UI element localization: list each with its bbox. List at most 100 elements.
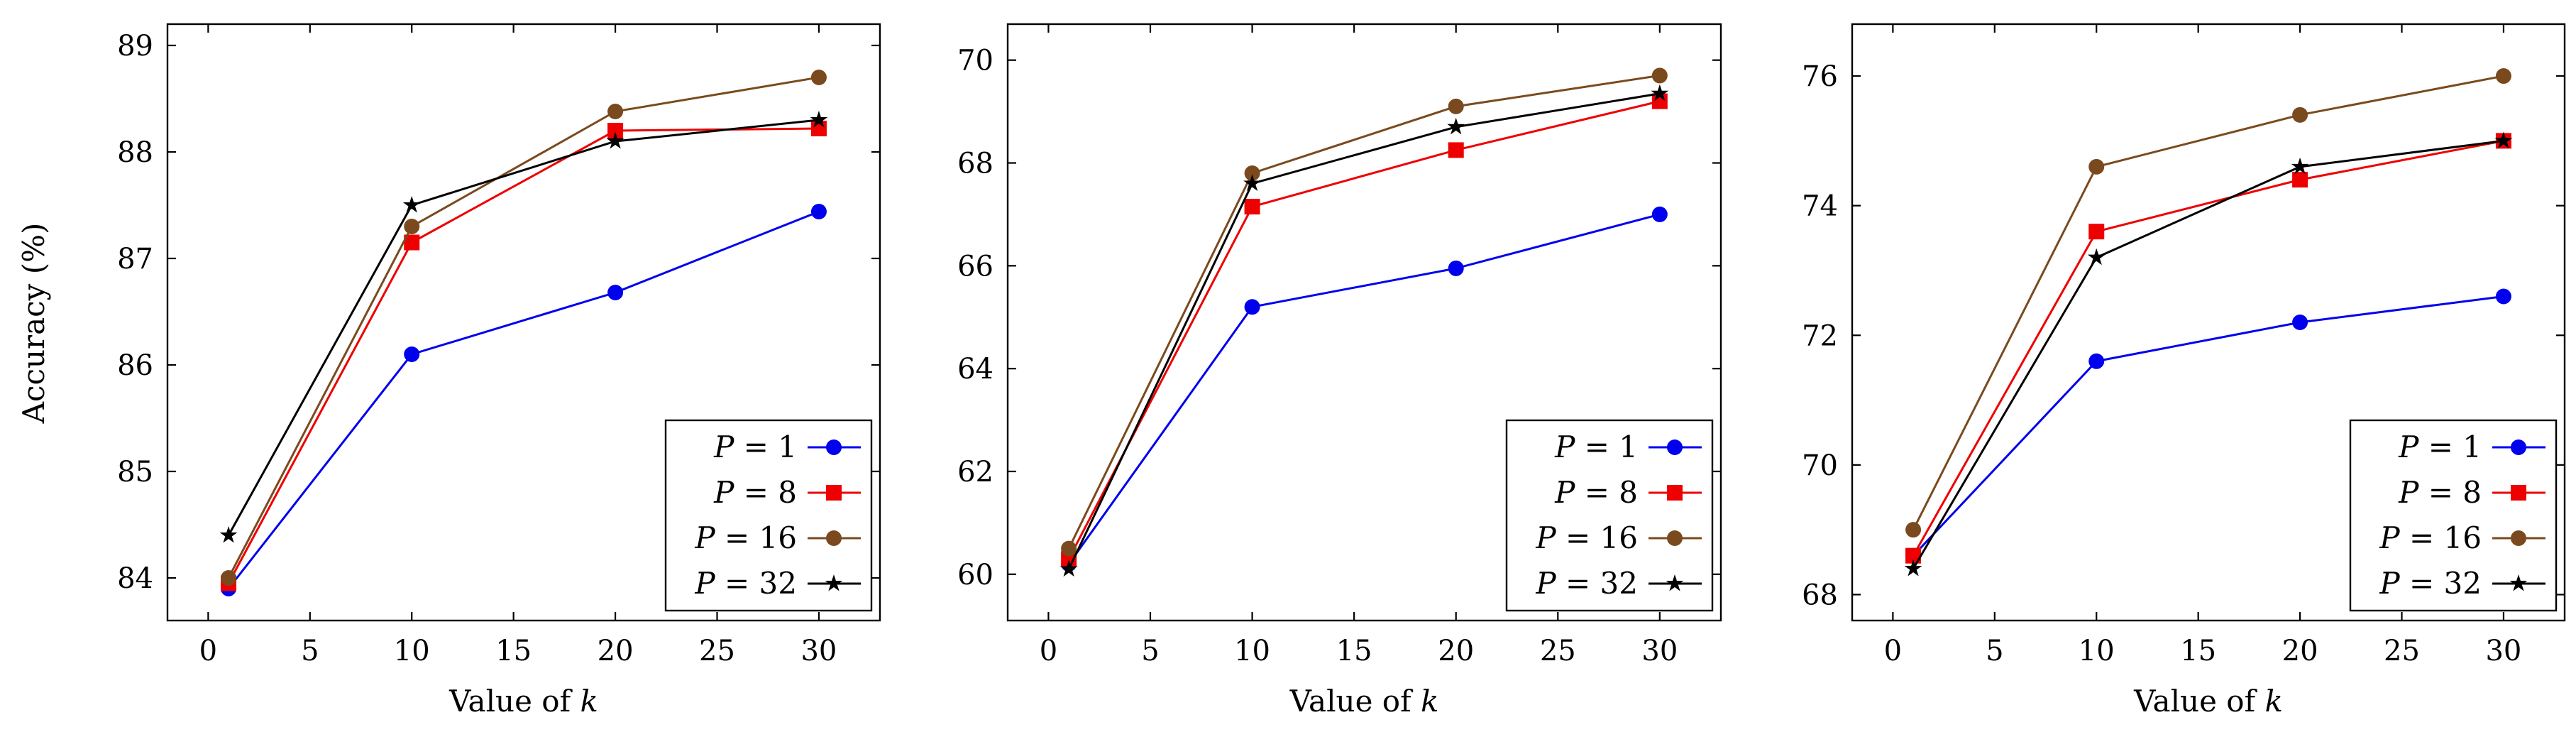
y-tick-label: 76 [1802,60,1838,93]
data-point-p-32 [2087,248,2106,266]
plot-frame [166,23,881,622]
data-point-p-1 [1651,206,1668,222]
data-point-p-16 [221,570,237,586]
data-point-p-32 [402,196,421,213]
data-point-p-1 [2088,353,2105,369]
series-line-p-1 [227,210,820,589]
series-p-32 [1059,84,1669,577]
data-point-p-8 [1905,547,1922,564]
legend-entry: P = 32 [694,566,861,601]
series-p-16 [221,70,827,586]
data-point-p-1 [810,204,827,219]
legend-label: P = 8 [2398,475,2482,510]
y-axis-label: Accuracy (%) [16,223,51,425]
data-point-p-32 [1904,559,1922,577]
legend: P = 1 P = 8 P = 16 P = 32 [664,419,873,612]
x-tick-label: 20 [598,635,634,667]
legend-entry: P = 8 [1554,475,1702,510]
x-tick-label: 5 [1141,635,1159,667]
legend-entry: P = 8 [2398,475,2545,510]
legend-marker [826,439,842,455]
y-tick-label: 74 [1802,190,1838,223]
legend-label: P = 32 [694,566,797,601]
data-point-p-8 [1448,142,1464,158]
legend-marker [1667,439,1683,455]
legend-marker [2511,530,2526,546]
data-point-p-1 [1448,260,1464,276]
y-tick-label: 68 [957,148,993,180]
x-tick-label: 30 [2485,635,2521,667]
data-point-p-32 [810,111,828,128]
data-point-p-16 [2088,158,2105,175]
x-tick-label: 20 [2282,635,2318,667]
legend-marker [1666,574,1684,591]
data-point-p-16 [1244,165,1260,181]
series-line-p-8 [1067,100,1661,559]
legend-label: P = 16 [2379,520,2482,555]
series-line-p-16 [227,76,820,579]
data-point-p-16 [1061,540,1077,557]
y-tick-label: 68 [1802,579,1838,611]
legend-marker [826,485,842,501]
data-point-p-16 [1651,67,1668,84]
x-tick-label: 0 [199,635,217,667]
x-tick-label: 5 [301,635,319,667]
x-tick-label: 25 [1540,635,1576,667]
data-point-p-32 [2291,157,2309,175]
x-axis-label: Value of k [1289,684,1439,719]
y-tick-label: 62 [957,456,993,488]
x-tick-label: 0 [1884,635,1902,667]
x-axis-label: Value of k [2133,684,2283,719]
x-tick-label: 0 [1040,635,1057,667]
data-point-p-32 [1651,84,1669,102]
legend-marker [826,530,842,546]
legend-entry: P = 16 [2379,520,2545,555]
legend-label: P = 8 [1554,475,1638,510]
data-point-p-32 [606,132,624,149]
y-tick-label: 64 [957,353,993,386]
series-line-p-16 [1912,75,2504,530]
plot-frame [1851,23,2566,622]
legend-label: P = 16 [1535,520,1638,555]
series-p-32 [219,111,828,543]
data-point-p-8 [2088,224,2105,240]
x-tick-label: 15 [2180,635,2216,667]
legend: P = 1 P = 8 P = 16 P = 32 [2349,419,2558,612]
data-point-p-32 [219,526,238,543]
data-point-p-8 [1244,199,1260,215]
data-point-p-16 [810,70,827,85]
y-tick-label: 88 [117,136,153,169]
data-point-p-1 [607,285,624,300]
data-point-p-16 [2292,106,2308,123]
legend-entry: P = 32 [2379,566,2545,601]
data-point-p-32 [2494,131,2513,148]
x-tick-label: 15 [495,635,532,667]
y-tick-label: 66 [957,250,993,283]
x-tick-label: 10 [2079,635,2115,667]
y-tick-label: 60 [957,559,993,591]
legend-marker [2511,439,2526,455]
x-tick-label: 15 [1336,635,1372,667]
data-point-p-32 [1059,559,1078,577]
x-axis-label: Value of k [448,684,598,719]
legend-label: P = 8 [713,475,797,510]
data-point-p-32 [1243,174,1261,191]
y-tick-label: 87 [117,243,153,275]
series-p-32 [1904,131,2513,577]
data-point-p-8 [607,123,624,138]
series-line-p-32 [1067,92,1661,570]
legend-entry: P = 16 [1535,520,1702,555]
legend: P = 1 P = 8 P = 16 P = 32 [1505,419,1714,612]
data-point-p-16 [1448,98,1464,114]
series-p-16 [1905,68,2511,538]
data-point-p-1 [404,346,420,362]
legend-entry: P = 1 [2398,430,2545,464]
series-line-p-32 [1912,139,2504,569]
legend-marker [2511,485,2526,501]
data-point-p-16 [607,104,624,119]
y-tick-label: 70 [957,45,993,77]
y-tick-label: 85 [117,456,153,488]
